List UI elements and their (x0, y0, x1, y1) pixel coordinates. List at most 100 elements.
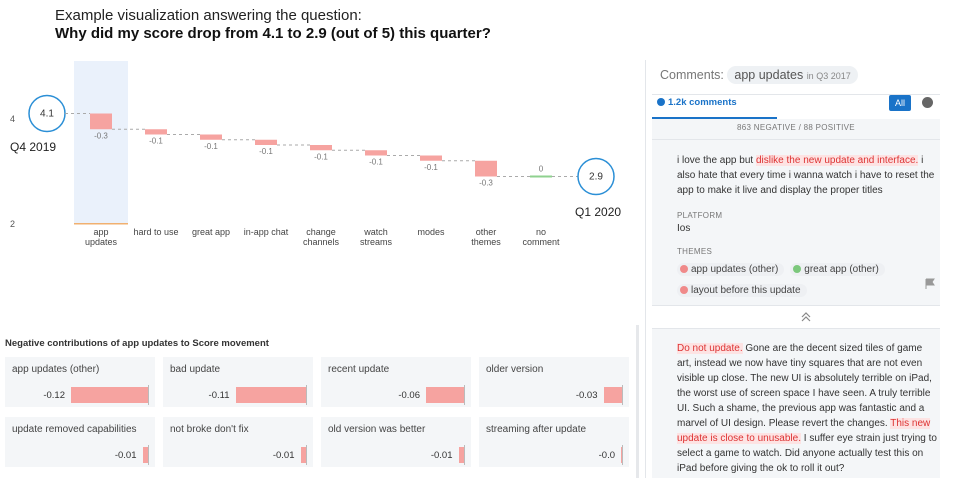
card-name: streaming after update (486, 424, 587, 435)
card-value: -0.0 (598, 450, 615, 461)
card-tick (306, 385, 307, 405)
contributions-title: Negative contributions of app updates to… (5, 338, 269, 349)
card-name: app updates (other) (12, 364, 100, 375)
value-label: -0.3 (94, 131, 108, 140)
contribution-card: old version was better -0.01 (321, 417, 471, 467)
value-label: -0.1 (369, 158, 383, 167)
comment: Do not update. Gone are the decent sized… (677, 341, 939, 476)
question: Why did my score drop from 4.1 to 2.9 (o… (55, 25, 491, 42)
filter-button[interactable]: All (889, 95, 911, 111)
y-tick-label: 4 (10, 114, 15, 124)
bar (255, 139, 277, 145)
x-tick-label: in-app chat (243, 227, 289, 237)
card-tick (622, 385, 623, 405)
comment-text: i also hate that every time i wanna watc… (677, 155, 935, 196)
topic-chip[interactable]: app updates in Q3 2017 (727, 66, 858, 84)
contribution-bar (142, 447, 149, 463)
tab-underline (652, 117, 777, 119)
start-label: Q4 2019 (10, 140, 57, 154)
card-value: -0.01 (430, 450, 453, 461)
sentiment-icon[interactable] (922, 97, 933, 108)
x-tick-label: great app (191, 227, 231, 237)
end-label: Q1 2020 (575, 205, 622, 219)
sentiment-dot (793, 265, 802, 273)
contribution-bar (458, 447, 465, 463)
count-text: 1.2k comments (668, 97, 737, 108)
waterfall-chart: 4 2 4.1 -0.3 -0.1 -0.1 -0.1 -0.1 -0.1 -0.1 -0.3 0 2.… (10, 61, 615, 229)
value-label: -0.1 (204, 142, 218, 151)
x-tick-label: other themes (471, 227, 501, 247)
x-tick-label: no comment (522, 227, 560, 247)
bar (145, 129, 167, 135)
card-name: update removed capabilities (12, 424, 137, 435)
comment-text: Gone are the decent sized tiles of game … (677, 343, 932, 429)
bar (90, 113, 112, 130)
contribution-card: older version -0.03 (479, 357, 629, 407)
highlighted-text: Do not update. (677, 343, 743, 354)
contribution-bar (71, 387, 149, 403)
y-tick-label: 2 (10, 219, 15, 229)
card-name: recent update (328, 364, 390, 375)
theme-tag[interactable]: great app (other) (790, 263, 885, 276)
bar (475, 160, 497, 177)
value-label: -0.1 (424, 163, 438, 172)
contribution-card: bad update -0.11 (163, 357, 313, 407)
card-value: -0.03 (575, 390, 598, 401)
card-value: -0.01 (114, 450, 137, 461)
theme-tag[interactable]: app updates (other) (677, 263, 785, 276)
bar (310, 145, 332, 151)
bar (420, 155, 442, 161)
card-value: -0.11 (208, 390, 230, 401)
value-label: -0.1 (259, 147, 273, 156)
x-tick-label: watch streams (359, 227, 392, 247)
highlight-column (74, 61, 128, 224)
separator (652, 94, 940, 95)
contribution-bar (603, 387, 623, 403)
start-value: 4.1 (40, 109, 54, 120)
theme-text: great app (other) (804, 264, 879, 275)
tab-dot (657, 98, 665, 106)
x-tick-label: change channels (302, 227, 340, 247)
card-name: older version (486, 364, 544, 375)
contribution-card: update removed capabilities -0.01 (5, 417, 155, 467)
separator (652, 139, 940, 140)
theme-tag[interactable]: layout before this update (677, 284, 807, 297)
platform: Ios (677, 223, 691, 234)
comments-panel: Comments: app updates in Q3 2017 1.2k co… (652, 60, 940, 478)
themes: app updates (other) great app (other) layo… (677, 259, 907, 301)
end-value: 2.9 (589, 172, 603, 183)
x-tick-label: modes (417, 227, 445, 237)
bar (365, 150, 387, 156)
bar (200, 134, 222, 140)
x-tick-label: hard to use (133, 227, 179, 237)
card-name: old version was better (328, 424, 426, 435)
sentiment-dot (680, 286, 688, 294)
contribution-bar (426, 387, 465, 403)
contribution-card: app updates (other) -0.12 (5, 357, 155, 407)
themes-label: THEMES (677, 247, 713, 256)
value-label: 0 (539, 165, 544, 174)
contribution-bar (300, 447, 307, 463)
comments-label: Comments: (660, 68, 724, 82)
card-value: -0.12 (43, 390, 65, 401)
value-label: -0.1 (149, 137, 163, 146)
chevron-icon (801, 312, 811, 322)
card-tick (306, 445, 307, 465)
value-label: -0.1 (314, 152, 328, 161)
comments-header: Comments: app updates in Q3 2017 (660, 66, 858, 84)
card-name: bad update (170, 364, 221, 375)
card-tick (148, 385, 149, 405)
card-tick (622, 445, 623, 465)
card-name: not broke don't fix (170, 424, 249, 435)
expand-bar[interactable] (652, 305, 940, 329)
flag-icon[interactable] (924, 278, 936, 290)
count-tab[interactable]: 1.2k comments (657, 97, 737, 108)
contribution-card: streaming after update -0.0 (479, 417, 629, 467)
x-tick-label: app updates (84, 227, 118, 247)
highlighted-text: dislike the new update and interface. (755, 155, 919, 166)
card-tick (148, 445, 149, 465)
topic: app updates (734, 68, 804, 82)
platform-label: PLATFORM (677, 211, 723, 220)
intro: Example visualization answering the ques… (55, 7, 362, 24)
contribution-bar (235, 387, 307, 403)
